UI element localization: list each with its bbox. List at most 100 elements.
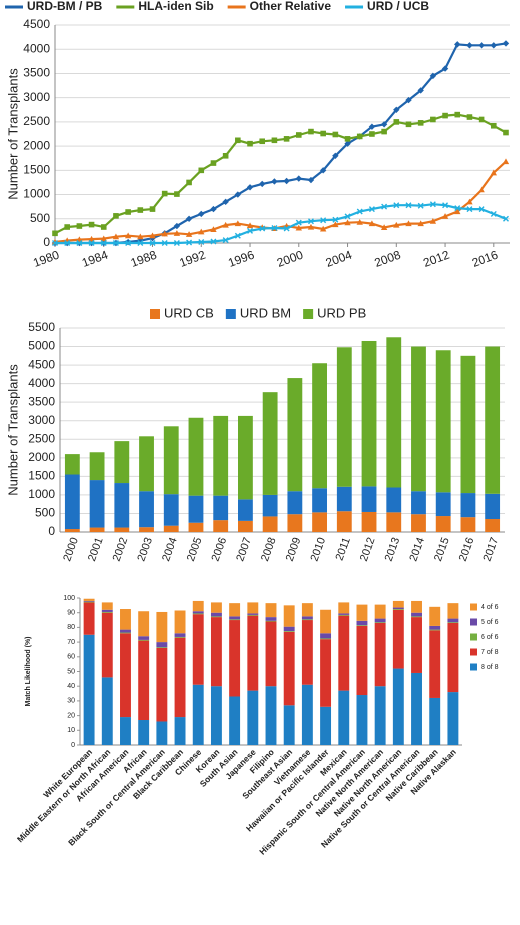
marker	[454, 205, 461, 212]
marker	[125, 240, 132, 246]
marker	[100, 240, 107, 246]
marker	[198, 228, 205, 235]
bar-segment	[192, 613, 204, 615]
bar-segment	[210, 686, 222, 745]
x-tick-label: 2011	[333, 536, 352, 562]
marker	[112, 233, 120, 240]
marker	[259, 138, 266, 145]
bar-segment	[336, 486, 352, 512]
marker	[283, 136, 290, 142]
marker	[332, 221, 339, 228]
bar-segment	[356, 625, 368, 626]
marker	[88, 235, 95, 242]
marker	[393, 202, 400, 209]
bar-segment	[210, 617, 222, 687]
x-tick-label: 2015	[432, 536, 452, 563]
bar-segment	[139, 527, 154, 532]
y-tick-label: 2500	[23, 114, 50, 128]
marker	[100, 235, 107, 242]
bar-segment	[320, 706, 332, 745]
bar-segment	[265, 621, 277, 687]
legend-label: 5 of 6	[481, 619, 499, 626]
marker	[368, 123, 376, 130]
marker	[186, 179, 192, 186]
marker	[173, 222, 181, 230]
bar-segment	[301, 619, 313, 621]
marker	[112, 240, 119, 246]
marker	[295, 219, 302, 226]
bar-segment	[338, 690, 350, 745]
y-tick-label: 100	[63, 595, 75, 602]
bar-segment	[174, 633, 186, 637]
marker	[442, 112, 448, 119]
bar-segment	[320, 639, 332, 707]
legend-label: URD / UCB	[367, 0, 429, 13]
marker	[380, 121, 388, 128]
marker	[149, 240, 156, 246]
marker	[198, 210, 205, 218]
marker	[454, 208, 461, 215]
x-tick-label: 2003	[135, 536, 155, 563]
marker	[417, 220, 424, 227]
bar-segment	[361, 511, 377, 532]
bar-segment	[265, 686, 277, 745]
marker	[405, 96, 412, 104]
marker	[234, 220, 242, 227]
marker	[161, 240, 168, 246]
bar-segment	[210, 602, 222, 613]
bar-segment	[374, 622, 386, 687]
legend-swatch	[470, 633, 477, 641]
bar-segment	[192, 684, 204, 745]
x-tick-label: 2013	[383, 536, 403, 563]
bar-segment	[210, 612, 222, 617]
marker	[454, 111, 461, 118]
x-tick-label: 2000	[61, 536, 81, 563]
bar-segment	[287, 378, 303, 492]
series-line	[54, 160, 507, 244]
marker	[332, 152, 339, 159]
bar-segment	[320, 638, 332, 640]
bar-segment	[411, 612, 422, 617]
bar-segment	[229, 603, 241, 617]
bar-segment	[120, 632, 131, 634]
x-tick-label: 1996	[226, 248, 256, 270]
marker	[490, 42, 498, 49]
bar-segment	[101, 611, 113, 613]
y-tick-label: 2000	[28, 450, 55, 464]
marker	[344, 219, 351, 226]
bar-segment	[338, 614, 350, 616]
x-tick-label: 1984	[80, 248, 110, 270]
y-tick-label: 1500	[23, 163, 50, 177]
marker	[478, 206, 485, 213]
bar-segment	[429, 629, 441, 631]
marker	[198, 239, 205, 246]
marker	[283, 177, 290, 185]
legend-swatch	[470, 648, 477, 656]
marker	[478, 186, 485, 193]
bar-segment	[320, 609, 332, 634]
marker	[222, 153, 229, 159]
marker	[417, 87, 424, 94]
marker	[283, 225, 290, 232]
y-tick-label: 50	[67, 668, 75, 675]
bar-segment	[138, 611, 150, 637]
y-tick-label: 500	[30, 211, 50, 225]
marker	[344, 140, 351, 147]
bar-segment	[460, 517, 476, 532]
marker	[429, 72, 437, 80]
marker	[52, 230, 58, 237]
x-tick-label: 2005	[185, 536, 205, 563]
x-tick-label: 1992	[178, 248, 208, 270]
bar-segment	[247, 614, 259, 616]
bar-segment	[447, 692, 459, 745]
bar-segment	[138, 720, 150, 745]
marker	[173, 230, 181, 236]
bar-segment	[262, 494, 278, 517]
marker	[246, 222, 254, 229]
bar-segment	[283, 631, 295, 706]
legend-swatch	[225, 309, 236, 319]
bar-segment	[411, 491, 426, 515]
bar-segment	[138, 640, 150, 721]
bar-segment	[338, 613, 350, 615]
